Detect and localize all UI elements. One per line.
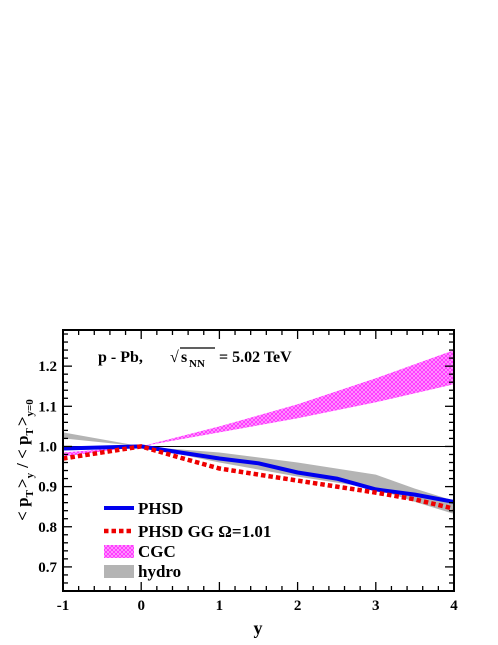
x-tick-label: -1 [57,598,70,614]
phsd-line [63,444,454,504]
ticks-layer: -1 0 1 2 3 4 0.7 0.8 0.9 1.0 1.1 1.2 [38,330,458,614]
energy-label: = 5.02 TeV [219,349,292,366]
ylabel-close2: > [13,416,32,426]
y-tick-label: 1.2 [38,359,57,375]
y-tick-label: 1.0 [38,439,57,455]
y-tick-label: 0.9 [38,480,57,496]
bands-layer [63,350,454,514]
x-tick-label: 2 [294,598,302,614]
ylabel-open1: < p [13,497,32,520]
s-label: s [181,349,187,366]
system-label: p - Pb, [98,349,143,366]
hydro-band [63,432,454,514]
sqrt-symbol: √ [170,349,179,366]
s-subscript: NN [189,358,205,370]
y-tick-label: 1.1 [38,399,57,415]
plot-frame [62,329,455,592]
legend-swatch-hydro [104,565,134,578]
y-tick-label: 0.8 [38,520,57,536]
ylabel-sub-y: y [24,472,36,478]
ylabel-sub1: T [24,489,36,497]
ylabel-slash: / < p [13,436,32,469]
legend-label-hydro: hydro [138,562,181,581]
lines-layer [63,444,454,511]
x-tick-label: 0 [137,598,145,614]
energy-annotation: p - Pb, √ s NN = 5.02 TeV [98,347,292,370]
svg-text:p - Pb,: p - Pb, [98,349,143,366]
legend: PHSD PHSD GG Ω=1.01 CGC hydro [104,499,271,581]
phsd-gg-line [63,444,454,511]
legend-label-phsd: PHSD [138,499,183,518]
x-tick-label: 1 [216,598,224,614]
svg-text:< pT>y/ < pT>y=0: < pT>y/ < pT>y=0 [13,399,36,521]
ylabel-close1: > [13,478,32,488]
x-axis-title: y [254,618,263,638]
y-axis-title: < pT>y/ < pT>y=0 [13,399,36,521]
x-tick-label: 3 [372,598,380,614]
legend-label-phsd-gg: PHSD GG Ω=1.01 [138,522,271,541]
legend-swatch-cgc [104,545,134,558]
ylabel-sub-y0: y=0 [24,399,36,417]
y-tick-label: 0.7 [38,560,57,576]
x-tick-label: 4 [450,598,458,614]
ylabel-sub2: T [24,428,36,436]
legend-label-cgc: CGC [138,542,176,561]
